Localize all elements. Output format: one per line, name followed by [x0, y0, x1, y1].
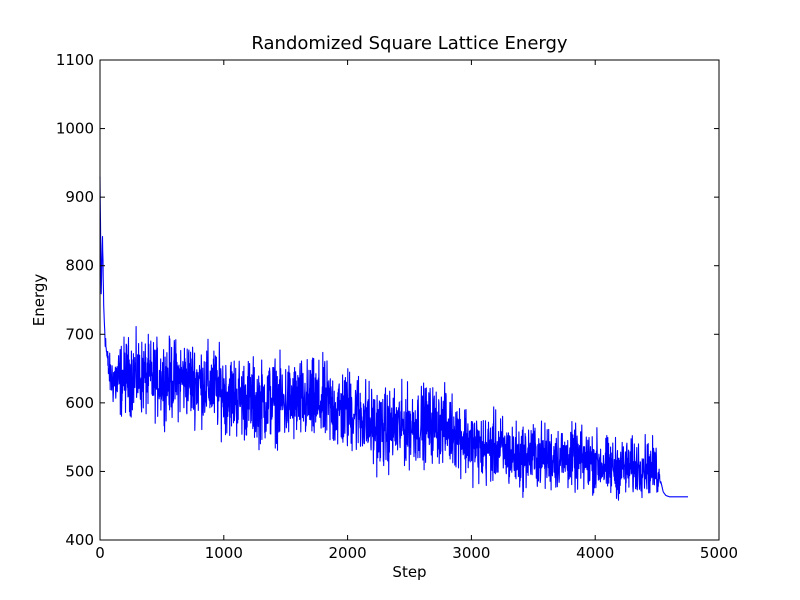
y-tick-label: 800: [65, 257, 94, 275]
y-tick-label: 1100: [56, 51, 94, 69]
line-layer: [99, 176, 689, 501]
x-tick-label: 0: [95, 544, 105, 562]
x-tick-label: 5000: [700, 544, 738, 562]
y-tick-label: 700: [65, 325, 94, 343]
plot-frame: [99, 59, 720, 541]
chart-title: Randomized Square Lattice Energy: [251, 33, 568, 54]
x-tick-label: 4000: [576, 544, 614, 562]
tick-layer: 0 1000 2000 3000 4000 5000 400 500 600 700 800 900 1…: [56, 51, 738, 562]
x-tick-label: 3000: [452, 544, 490, 562]
x-tick-label: 2000: [329, 544, 367, 562]
y-tick-label: 500: [65, 462, 94, 480]
y-tick-label: 400: [65, 531, 94, 549]
y-tick-label: 600: [65, 394, 94, 412]
y-tick-label: 900: [65, 188, 94, 206]
energy-series-line: [99, 176, 689, 501]
y-tick-label: 1000: [56, 120, 94, 138]
x-tick-label: 1000: [205, 544, 243, 562]
y-axis-label: Energy: [30, 274, 48, 327]
x-axis-label: Step: [392, 563, 426, 581]
